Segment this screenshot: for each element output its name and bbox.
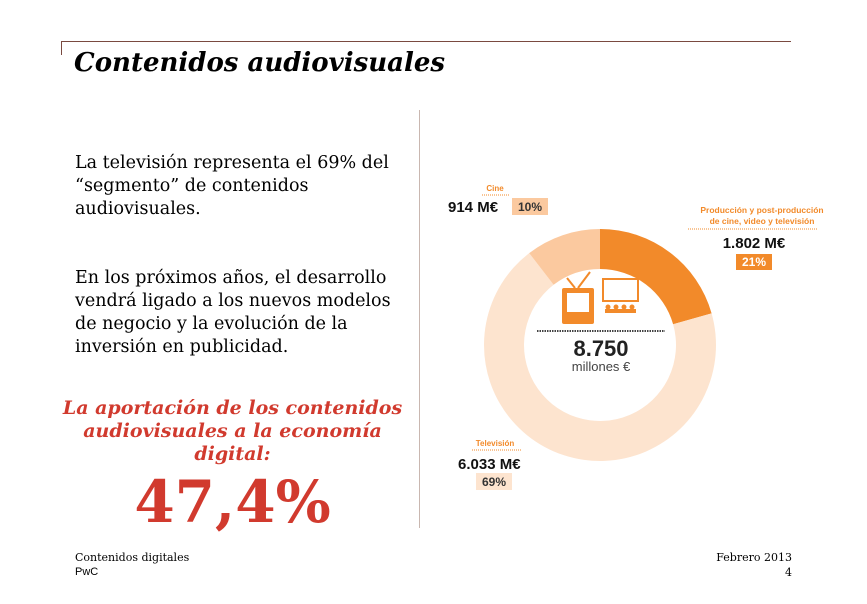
donut-chart: 8.750 millones € Cine 914 M€ 10% Producc… — [448, 184, 824, 490]
label-production-badge — [736, 254, 772, 270]
label-production-value: 1.802 M€ — [723, 235, 786, 252]
tv-icon — [562, 271, 594, 324]
big-percentage: 47,4% — [134, 468, 331, 536]
slice-production — [600, 229, 712, 325]
label-production-name-2: de cine, video y televisión — [710, 216, 815, 226]
center-value: 8.750 — [573, 336, 628, 361]
column-divider — [419, 110, 420, 528]
page-number: 4 — [785, 566, 792, 579]
slice-television — [484, 253, 716, 461]
label-cine-badge — [512, 198, 548, 215]
paragraph-outlook: En los próximos años, el desarrollo vend… — [75, 268, 391, 357]
cinema-icon — [602, 278, 639, 313]
highlight-text: La aportación de los contenidos audiovis… — [62, 397, 403, 465]
label-cine-name: Cine — [486, 184, 504, 193]
slice-cine — [529, 229, 600, 285]
label-cine-percent: 10% — [518, 200, 542, 214]
header-rule — [61, 41, 791, 42]
footer-company: PwC — [75, 566, 99, 578]
label-production-percent: 21% — [742, 255, 766, 269]
page-title: Contenidos audiovisuales — [74, 48, 446, 78]
label-tv-percent: 69% — [482, 475, 506, 489]
header-rule-tick — [61, 41, 62, 55]
label-tv-badge — [476, 473, 512, 490]
paragraph-tv-share: La televisión representa el 69% del “seg… — [75, 153, 389, 219]
footer-date: Febrero 2013 — [716, 551, 792, 564]
label-tv-value: 6.033 M€ — [458, 456, 521, 473]
label-production-name-1: Producción y post-producción — [700, 205, 823, 215]
label-tv-name: Televisión — [476, 439, 515, 448]
center-unit: millones € — [572, 359, 631, 374]
label-cine-value: 914 M€ — [448, 199, 499, 216]
footer-title: Contenidos digitales — [75, 551, 190, 564]
